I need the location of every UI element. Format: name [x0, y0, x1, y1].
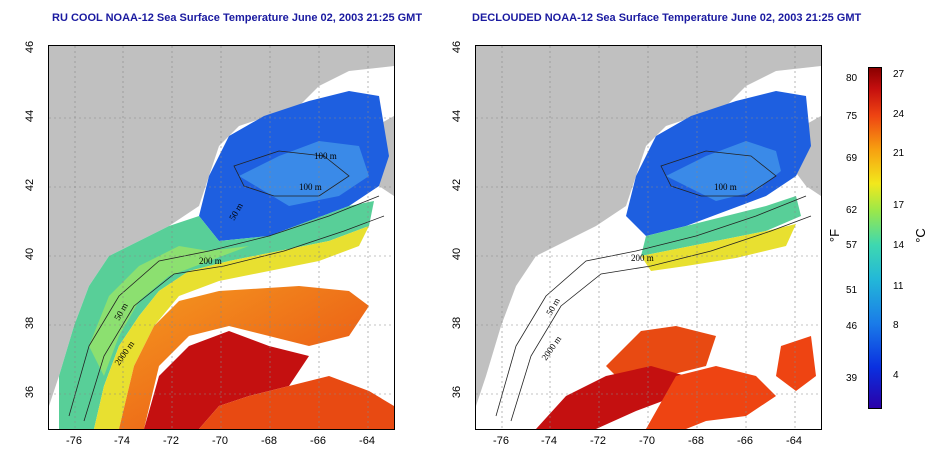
lat-tick-label: 40 — [24, 247, 36, 261]
lon-tick-label: -68 — [688, 435, 704, 447]
temperature-colorbar — [868, 67, 882, 409]
c-tick-label: 27 — [893, 69, 905, 80]
lon-tick-label: -64 — [359, 435, 375, 447]
lat-tick-label: 42 — [24, 178, 36, 192]
lon-tick-label: -76 — [66, 435, 82, 447]
lat-tick-label: 46 — [451, 40, 463, 54]
lon-tick-label: -72 — [163, 435, 179, 447]
contour-label: 100 m — [314, 151, 337, 161]
f-tick-label: 75 — [846, 111, 858, 122]
c-tick-label: 17 — [893, 200, 905, 211]
contour-label: 100 m — [714, 182, 737, 192]
svg-text:200 m: 200 m — [631, 253, 654, 263]
lat-tick-label: 36 — [24, 385, 36, 399]
c-tick-label: 24 — [893, 109, 905, 120]
land-mass — [476, 46, 821, 406]
lon-tick-label: -68 — [261, 435, 277, 447]
svg-text:100 m: 100 m — [299, 182, 322, 192]
left-map-title: RU COOL NOAA-12 Sea Surface Temperature … — [52, 12, 423, 24]
svg-text:200 m: 200 m — [199, 256, 222, 266]
lon-tick-label: -64 — [786, 435, 802, 447]
left-sst-map: 100 m 100 m 50 m 200 m 50 m 2000 m — [48, 45, 395, 430]
lat-tick-label: 36 — [451, 385, 463, 399]
f-tick-label: 39 — [846, 373, 858, 384]
warm-water-region — [119, 286, 369, 429]
right-sst-map: 100 m 200 m 50 m 2000 m — [475, 45, 822, 430]
c-tick-label: 14 — [893, 240, 905, 251]
f-tick-label: 69 — [846, 153, 858, 164]
f-tick-label: 46 — [846, 321, 858, 332]
lon-tick-label: -76 — [493, 435, 509, 447]
c-tick-label: 21 — [893, 148, 905, 159]
shelf-water-region — [59, 201, 374, 429]
c-tick-label: 11 — [893, 281, 904, 292]
celsius-unit-label: °C — [912, 228, 928, 243]
lat-tick-label: 38 — [451, 316, 463, 330]
lon-tick-label: -66 — [310, 435, 326, 447]
land-mass — [49, 46, 394, 406]
f-tick-label: 57 — [846, 240, 858, 251]
lon-tick-label: -74 — [114, 435, 130, 447]
lat-tick-label: 40 — [451, 247, 463, 261]
lat-tick-label: 38 — [24, 316, 36, 330]
f-tick-label: 80 — [846, 73, 858, 84]
f-tick-label: 62 — [846, 205, 858, 216]
lat-tick-label: 42 — [451, 178, 463, 192]
c-tick-label: 8 — [893, 320, 899, 331]
lon-tick-label: -74 — [541, 435, 557, 447]
lon-tick-label: -72 — [590, 435, 606, 447]
right-map-title: DECLOUDED NOAA-12 Sea Surface Temperatur… — [472, 12, 862, 24]
gulf-stream — [536, 366, 686, 429]
lon-tick-label: -70 — [212, 435, 228, 447]
lat-tick-label: 46 — [24, 40, 36, 54]
fahrenheit-unit-label: °F — [827, 228, 843, 243]
lat-tick-label: 44 — [451, 109, 463, 123]
lat-tick-label: 44 — [24, 109, 36, 123]
lon-tick-label: -66 — [737, 435, 753, 447]
c-tick-label: 4 — [893, 370, 899, 381]
lon-tick-label: -70 — [639, 435, 655, 447]
f-tick-label: 51 — [846, 285, 858, 296]
gulf-stream — [144, 331, 309, 429]
